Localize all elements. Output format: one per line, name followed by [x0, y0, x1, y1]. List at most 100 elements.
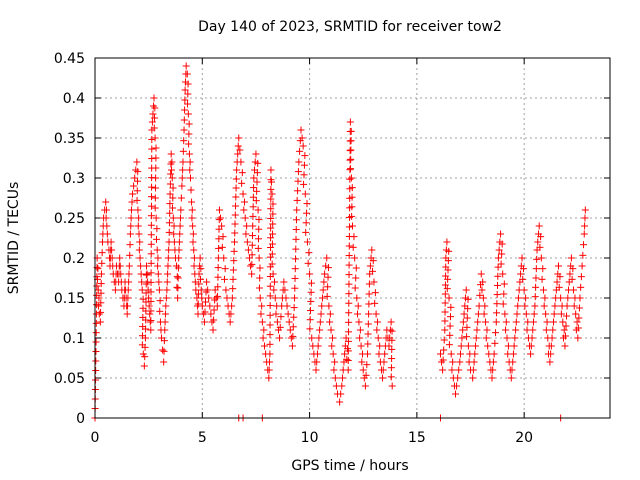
data-point	[97, 289, 105, 297]
data-point	[173, 273, 181, 281]
y-axis-label: SRMTID / TECUs	[6, 182, 22, 295]
data-point	[328, 342, 336, 350]
data-point	[162, 294, 170, 302]
data-point	[185, 150, 193, 158]
data-point	[296, 147, 304, 155]
data-point	[373, 326, 381, 334]
data-point	[387, 373, 395, 381]
data-point	[136, 254, 144, 262]
data-point	[214, 283, 222, 291]
data-point	[331, 374, 339, 382]
data-point	[148, 136, 156, 144]
y-tick-label: 0.05	[54, 371, 85, 387]
data-point	[107, 238, 115, 246]
data-point	[127, 214, 135, 222]
data-point	[253, 187, 261, 195]
data-point	[494, 272, 502, 280]
y-tick-label: 0.1	[63, 331, 85, 347]
data-point	[148, 145, 156, 153]
data-point	[365, 280, 373, 288]
data-point	[548, 334, 556, 342]
data-point	[304, 259, 312, 267]
data-point	[252, 197, 260, 205]
data-point	[374, 318, 382, 326]
data-point	[181, 96, 189, 104]
data-point	[579, 251, 587, 259]
data-point	[271, 294, 279, 302]
data-point	[155, 286, 163, 294]
data-point	[269, 270, 277, 278]
data-point	[260, 326, 268, 334]
data-point	[168, 174, 176, 182]
data-point	[154, 262, 162, 270]
data-point	[124, 294, 132, 302]
data-point	[323, 254, 331, 262]
data-point	[185, 140, 193, 148]
data-point	[349, 222, 356, 230]
data-point	[501, 310, 509, 318]
data-point	[240, 198, 248, 206]
data-point	[242, 230, 250, 238]
data-point	[97, 308, 105, 316]
data-point	[366, 262, 374, 270]
data-point	[446, 322, 454, 330]
data-point	[502, 318, 510, 326]
data-point	[168, 158, 176, 166]
data-point	[229, 285, 237, 293]
data-point	[291, 265, 299, 273]
data-point	[469, 366, 477, 374]
data-point	[441, 290, 449, 298]
data-point	[165, 219, 173, 227]
data-point	[313, 358, 321, 366]
data-point	[547, 342, 555, 350]
data-point	[156, 297, 164, 305]
data-point	[204, 286, 212, 294]
data-point	[247, 262, 255, 270]
data-point	[537, 233, 545, 241]
data-point	[561, 342, 569, 350]
data-point	[346, 166, 354, 174]
data-point	[528, 334, 536, 342]
data-point	[294, 168, 302, 176]
data-point	[169, 184, 177, 192]
data-point	[203, 278, 211, 286]
data-point	[489, 358, 497, 366]
data-point	[146, 310, 154, 318]
data-point	[254, 244, 262, 252]
data-point	[345, 318, 353, 326]
data-point	[359, 366, 367, 374]
data-point	[148, 118, 156, 126]
data-point	[363, 361, 371, 369]
data-point	[266, 331, 274, 339]
data-point	[266, 263, 274, 271]
data-point	[497, 260, 505, 268]
data-point	[348, 212, 356, 220]
data-point	[316, 326, 324, 334]
data-point	[557, 294, 565, 302]
data-point	[369, 267, 377, 275]
data-point	[299, 142, 307, 150]
data-point	[509, 358, 517, 366]
data-point	[568, 275, 576, 283]
data-point	[326, 310, 334, 318]
data-point	[103, 222, 111, 230]
data-point	[295, 158, 303, 166]
data-point	[551, 302, 559, 310]
data-point	[248, 251, 256, 259]
data-point	[189, 230, 197, 238]
data-point	[257, 310, 265, 318]
data-point	[102, 198, 110, 206]
y-tick-label: 0.3	[63, 171, 85, 187]
data-point	[493, 300, 501, 308]
data-point	[133, 187, 141, 195]
data-point	[470, 358, 478, 366]
data-point	[345, 261, 353, 269]
data-point	[561, 332, 569, 340]
data-point	[352, 274, 360, 282]
data-point	[292, 226, 300, 234]
data-point	[519, 275, 527, 283]
data-point	[345, 280, 353, 288]
data-point	[445, 294, 453, 302]
data-point	[557, 310, 565, 318]
data-point	[464, 295, 472, 303]
